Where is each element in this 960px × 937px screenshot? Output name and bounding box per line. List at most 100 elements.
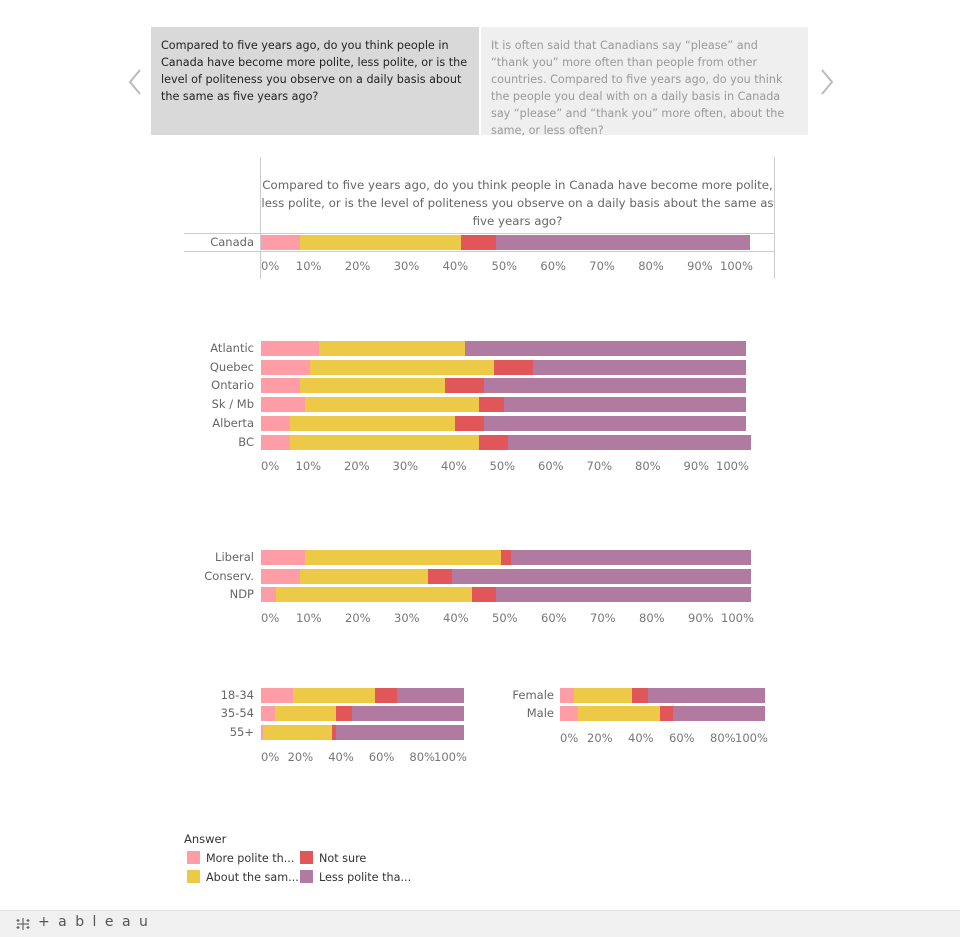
story-point-1[interactable]: Compared to five years ago, do you think… <box>151 27 479 135</box>
axis-tick-label: 50% <box>492 611 518 625</box>
bar-segment[interactable] <box>336 706 353 721</box>
bar-segment[interactable] <box>427 569 453 584</box>
bar-segment[interactable] <box>479 397 504 412</box>
chart-row-divider <box>184 251 775 252</box>
bar-segment[interactable] <box>261 706 276 721</box>
tableau-wordmark[interactable]: + a b l e a u <box>38 914 150 930</box>
bar-segment[interactable] <box>461 235 496 250</box>
legend-item-not-sure[interactable]: Not sure <box>300 851 366 867</box>
bar-segment[interactable] <box>275 706 337 721</box>
bar-segment[interactable] <box>305 550 502 565</box>
bar-segment[interactable] <box>332 725 337 740</box>
bar-segment[interactable] <box>275 587 472 602</box>
axis-tick-label: 80% <box>710 731 736 745</box>
axis-tick-label: 100% <box>721 611 754 625</box>
bar-segment[interactable] <box>374 688 397 703</box>
bar-segment[interactable] <box>672 706 765 721</box>
bar-segment[interactable] <box>319 341 465 356</box>
bar-segment[interactable] <box>261 378 300 393</box>
bar-segment[interactable] <box>510 550 751 565</box>
bar-segment[interactable] <box>261 725 264 740</box>
bar-segment[interactable] <box>299 378 446 393</box>
axis-tick-label: 90% <box>688 611 714 625</box>
axis-tick-label: 10% <box>295 459 322 473</box>
bar-segment[interactable] <box>445 378 485 393</box>
bar-segment[interactable] <box>261 360 310 375</box>
bar-segment[interactable] <box>290 416 455 431</box>
bar-segment[interactable] <box>484 416 746 431</box>
legend-item-more-polite[interactable]: More polite th... <box>187 851 294 867</box>
axis-tick-label: 60% <box>540 259 566 273</box>
legend-item-less-polite[interactable]: Less polite tha... <box>300 870 411 886</box>
bar-segment[interactable] <box>495 235 750 250</box>
bar-segment[interactable] <box>471 587 497 602</box>
axis-tick-label: 70% <box>586 459 613 473</box>
bar-segment[interactable] <box>660 706 673 721</box>
bar-segment[interactable] <box>290 435 480 450</box>
legend-swatch <box>187 870 200 883</box>
bar-segment[interactable] <box>455 416 485 431</box>
bar-segment[interactable] <box>300 569 428 584</box>
bar-segment[interactable] <box>648 688 765 703</box>
bar-segment[interactable] <box>309 360 494 375</box>
bar-segment[interactable] <box>336 725 464 740</box>
axis-tick-label: 60% <box>368 750 395 764</box>
axis-tick-label: 70% <box>590 611 616 625</box>
bar-segment[interactable] <box>261 397 305 412</box>
bar-segment[interactable] <box>261 688 294 703</box>
bar-segment[interactable] <box>496 587 751 602</box>
bar-segment[interactable] <box>452 569 751 584</box>
category-label: 55+ <box>229 725 254 739</box>
bar-segment[interactable] <box>300 235 462 250</box>
bar-segment[interactable] <box>263 725 333 740</box>
bar-segment[interactable] <box>352 706 464 721</box>
axis-tick-label: 40% <box>628 731 654 745</box>
bar-segment[interactable] <box>261 416 291 431</box>
category-label: Alberta <box>212 416 254 430</box>
legend-swatch <box>300 870 313 883</box>
bar-segment[interactable] <box>631 688 649 703</box>
bar-segment[interactable] <box>508 435 751 450</box>
axis-tick-label: 30% <box>393 259 420 273</box>
bar-segment[interactable] <box>261 569 301 584</box>
bar-segment[interactable] <box>261 435 291 450</box>
bar-segment[interactable] <box>261 341 320 356</box>
axis-tick-label: 10% <box>296 611 322 625</box>
axis-tick-label: 50% <box>489 459 516 473</box>
bar-segment[interactable] <box>560 706 579 721</box>
bar-segment[interactable] <box>503 397 746 412</box>
axis-tick-label: 0% <box>261 750 280 764</box>
bar-segment[interactable] <box>261 550 306 565</box>
category-label: Female <box>512 688 554 702</box>
axis-tick-label: 10% <box>295 259 322 273</box>
axis-tick-label: 40% <box>328 750 354 764</box>
bar-segment[interactable] <box>560 688 575 703</box>
legend-item-about-same[interactable]: About the sam... <box>187 870 299 886</box>
bar-segment[interactable] <box>261 587 276 602</box>
bar-segment[interactable] <box>397 688 464 703</box>
bar-segment[interactable] <box>484 378 746 393</box>
bar-segment[interactable] <box>578 706 661 721</box>
bar-segment[interactable] <box>304 397 480 412</box>
category-label: 18-34 <box>220 688 254 702</box>
bar-segment[interactable] <box>501 550 511 565</box>
bar-segment[interactable] <box>574 688 632 703</box>
next-story-button[interactable] <box>814 62 838 102</box>
footer-bar: + a b l e a u <box>0 910 960 937</box>
prev-story-button[interactable] <box>124 62 148 102</box>
story-point-2[interactable]: It is often said that Canadians say “ple… <box>481 27 808 137</box>
bar-segment[interactable] <box>261 235 301 250</box>
chart-header-divider <box>184 233 775 234</box>
bar-segment[interactable] <box>464 341 746 356</box>
category-label: Canada <box>210 235 254 249</box>
axis-tick-label: 100% <box>716 459 749 473</box>
category-label: Male <box>526 706 554 720</box>
axis-tick-label: 0% <box>261 459 280 473</box>
bar-segment[interactable] <box>532 360 746 375</box>
bar-segment[interactable] <box>479 435 509 450</box>
axis-tick-label: 30% <box>394 611 420 625</box>
bar-segment[interactable] <box>293 688 375 703</box>
chevron-left-icon <box>128 69 141 95</box>
bar-segment[interactable] <box>493 360 533 375</box>
tableau-logo-icon[interactable] <box>14 916 32 932</box>
